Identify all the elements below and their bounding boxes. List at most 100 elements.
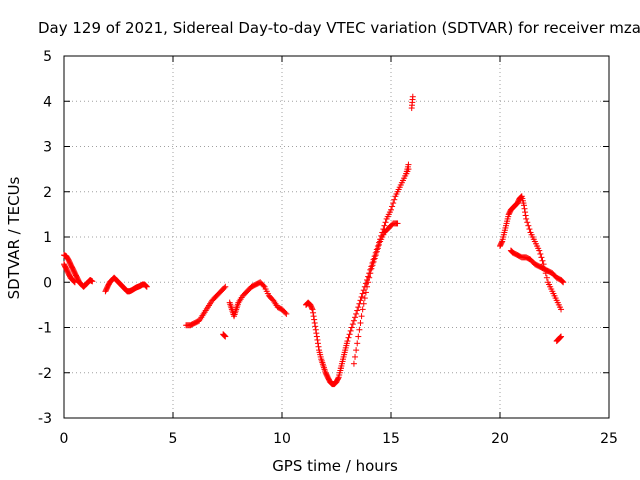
data-point [376,241,383,248]
data-point [221,284,228,291]
data-point [311,316,318,323]
x-tick-label: 10 [273,431,291,447]
y-tick-label: 3 [43,140,52,156]
data-point [558,306,565,313]
data-point [309,306,316,313]
x-tick-label: 25 [600,431,618,447]
data-point [349,321,356,328]
data-point [312,326,319,333]
data-point [498,239,505,246]
data-point [388,206,394,213]
data-point [365,279,372,286]
data-point [314,340,321,347]
y-tick-label: -2 [38,366,52,382]
data-point [360,300,367,307]
data-point [559,278,566,285]
data-point [310,313,317,320]
x-tick-label: 5 [169,431,178,447]
y-axis-label: SDTVAR / TECUs [5,176,23,299]
data-point [348,324,355,331]
data-point [366,274,373,281]
data-point [357,297,364,304]
data-point [524,219,531,226]
data-point [409,93,416,100]
data-point [522,212,529,219]
data-point [558,333,565,340]
data-point [391,196,398,203]
data-point [362,289,369,296]
data-point [389,203,396,210]
data-point [345,334,352,341]
data-point [312,323,319,330]
data-point [353,310,360,317]
data-point [221,332,228,339]
axis-ticks: 0 5 10 15 20 25 -3 -2 -1 0 1 2 3 4 5 [38,49,618,447]
data-point [364,283,371,290]
data-points [61,93,567,388]
data-point [308,305,315,312]
data-point [522,209,529,216]
data-point [390,200,397,207]
data-point [556,334,563,341]
data-point [221,332,228,339]
y-tick-label: 1 [43,230,52,246]
data-point [371,255,378,262]
x-tick-label: 15 [382,431,400,447]
data-point [222,283,229,290]
data-point [521,205,528,212]
y-tick-label: 4 [43,94,52,110]
x-axis-label: GPS time / hours [272,457,398,475]
data-point [222,333,229,340]
data-point [365,273,372,280]
data-point [283,310,290,317]
data-point [357,319,364,326]
data-point [374,245,381,252]
y-tick-label: 2 [43,185,52,201]
data-point [311,319,318,326]
data-point [260,282,267,289]
data-point [358,313,365,320]
data-point [315,343,322,350]
data-point [143,283,150,290]
data-point [394,220,401,227]
data-point [347,327,354,334]
grid [64,56,609,418]
x-tick-label: 0 [60,431,69,447]
data-point [355,304,362,311]
data-point [352,314,359,321]
data-point [143,283,150,290]
data-point [560,279,567,286]
data-point [557,334,564,341]
data-point [352,353,359,360]
data-point [361,295,368,302]
data-point [335,375,342,382]
data-point [350,360,357,367]
data-point [382,219,389,226]
data-point [559,278,566,285]
data-point [359,306,366,313]
data-point [313,330,320,337]
data-point [71,279,78,286]
data-point [526,226,533,233]
data-point [539,257,546,264]
y-tick-label: 5 [43,49,52,65]
data-point [353,347,360,354]
data-point [525,222,532,229]
data-point [310,309,317,316]
data-point [313,333,320,340]
data-point [538,254,545,261]
data-point [354,340,361,347]
data-point [142,282,149,289]
y-tick-label: 0 [43,275,52,291]
data-point [356,326,363,333]
data-point [405,161,412,168]
data-point [370,258,377,265]
data-point [373,248,380,255]
data-point [355,333,362,340]
data-point [381,222,388,229]
data-point [70,278,77,285]
data-point [89,278,96,285]
y-tick-label: -1 [38,321,52,337]
data-point [314,336,321,343]
